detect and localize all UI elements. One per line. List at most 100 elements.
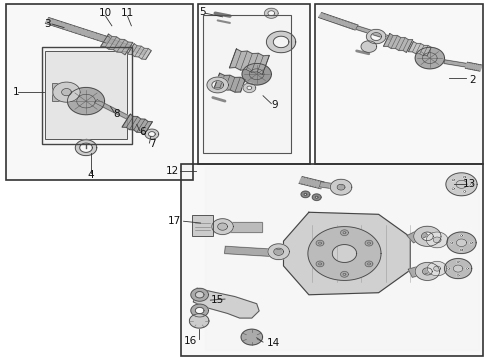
- Polygon shape: [355, 26, 391, 40]
- Polygon shape: [449, 242, 452, 244]
- Polygon shape: [189, 314, 208, 328]
- Bar: [315, 4, 483, 164]
- Polygon shape: [366, 30, 385, 44]
- Polygon shape: [312, 194, 321, 201]
- Polygon shape: [229, 49, 269, 75]
- Polygon shape: [266, 31, 295, 53]
- Polygon shape: [205, 167, 478, 350]
- Polygon shape: [190, 304, 208, 317]
- Polygon shape: [459, 249, 462, 251]
- Polygon shape: [319, 182, 345, 190]
- Polygon shape: [242, 63, 271, 85]
- Polygon shape: [456, 275, 458, 276]
- Polygon shape: [406, 228, 427, 243]
- Polygon shape: [127, 44, 151, 59]
- Bar: [181, 164, 483, 356]
- Polygon shape: [299, 177, 323, 188]
- Polygon shape: [211, 219, 233, 234]
- Polygon shape: [243, 83, 255, 93]
- Text: 4: 4: [87, 170, 94, 180]
- Polygon shape: [407, 264, 431, 277]
- Polygon shape: [463, 190, 465, 192]
- Polygon shape: [340, 230, 347, 235]
- Polygon shape: [469, 242, 471, 244]
- Polygon shape: [446, 232, 475, 253]
- Polygon shape: [407, 42, 430, 56]
- Polygon shape: [365, 261, 372, 267]
- Polygon shape: [53, 82, 80, 102]
- Bar: [198, 4, 310, 164]
- Text: 8: 8: [113, 109, 119, 119]
- Text: 1: 1: [13, 87, 20, 97]
- Polygon shape: [465, 268, 468, 269]
- Polygon shape: [283, 212, 409, 295]
- Text: 2: 2: [468, 75, 475, 85]
- Polygon shape: [315, 240, 323, 246]
- Polygon shape: [451, 188, 453, 190]
- Text: 15: 15: [210, 295, 223, 305]
- Polygon shape: [427, 261, 446, 276]
- Text: 13: 13: [462, 179, 475, 189]
- Text: 9: 9: [271, 100, 277, 110]
- Polygon shape: [444, 258, 471, 279]
- Polygon shape: [307, 227, 380, 280]
- Polygon shape: [301, 191, 309, 198]
- Polygon shape: [360, 41, 376, 52]
- Bar: [42, 47, 132, 144]
- Polygon shape: [94, 100, 129, 119]
- Polygon shape: [445, 173, 476, 196]
- Text: 12: 12: [165, 166, 178, 176]
- Polygon shape: [212, 222, 261, 231]
- Text: 7: 7: [149, 139, 156, 149]
- Polygon shape: [224, 246, 284, 257]
- Bar: [181, 164, 483, 356]
- Polygon shape: [469, 183, 472, 185]
- Polygon shape: [383, 33, 412, 53]
- Polygon shape: [106, 38, 145, 55]
- Bar: [192, 215, 212, 235]
- Polygon shape: [264, 8, 278, 18]
- Polygon shape: [340, 271, 347, 277]
- Polygon shape: [318, 13, 357, 30]
- Polygon shape: [465, 63, 481, 71]
- Bar: [315, 4, 483, 164]
- Bar: [42, 47, 132, 144]
- Polygon shape: [451, 179, 453, 181]
- Polygon shape: [214, 73, 244, 92]
- Bar: [44, 51, 127, 139]
- Bar: [5, 4, 193, 180]
- Text: 14: 14: [266, 338, 279, 348]
- Bar: [52, 83, 70, 101]
- Bar: [203, 15, 290, 153]
- Bar: [203, 15, 290, 153]
- Polygon shape: [413, 226, 440, 246]
- Text: 11: 11: [121, 8, 134, 18]
- Polygon shape: [45, 18, 109, 42]
- Text: 5: 5: [199, 7, 206, 17]
- Polygon shape: [75, 140, 97, 156]
- Polygon shape: [206, 77, 228, 93]
- Polygon shape: [67, 87, 104, 115]
- Text: 16: 16: [184, 336, 197, 346]
- Polygon shape: [459, 235, 462, 237]
- Polygon shape: [122, 114, 152, 135]
- Text: 17: 17: [167, 216, 181, 226]
- Text: 6: 6: [140, 127, 146, 136]
- Polygon shape: [190, 288, 208, 301]
- Polygon shape: [463, 176, 465, 178]
- Polygon shape: [452, 265, 462, 272]
- Polygon shape: [456, 261, 458, 262]
- Polygon shape: [426, 232, 447, 248]
- Polygon shape: [267, 244, 289, 260]
- Text: 10: 10: [99, 8, 112, 18]
- Polygon shape: [330, 179, 351, 195]
- Polygon shape: [455, 239, 466, 247]
- Bar: [198, 4, 310, 164]
- Polygon shape: [414, 47, 444, 69]
- Polygon shape: [447, 268, 449, 269]
- Bar: [5, 4, 193, 180]
- Text: 3: 3: [44, 19, 51, 29]
- Polygon shape: [414, 262, 439, 280]
- Polygon shape: [193, 288, 259, 318]
- Polygon shape: [455, 180, 466, 188]
